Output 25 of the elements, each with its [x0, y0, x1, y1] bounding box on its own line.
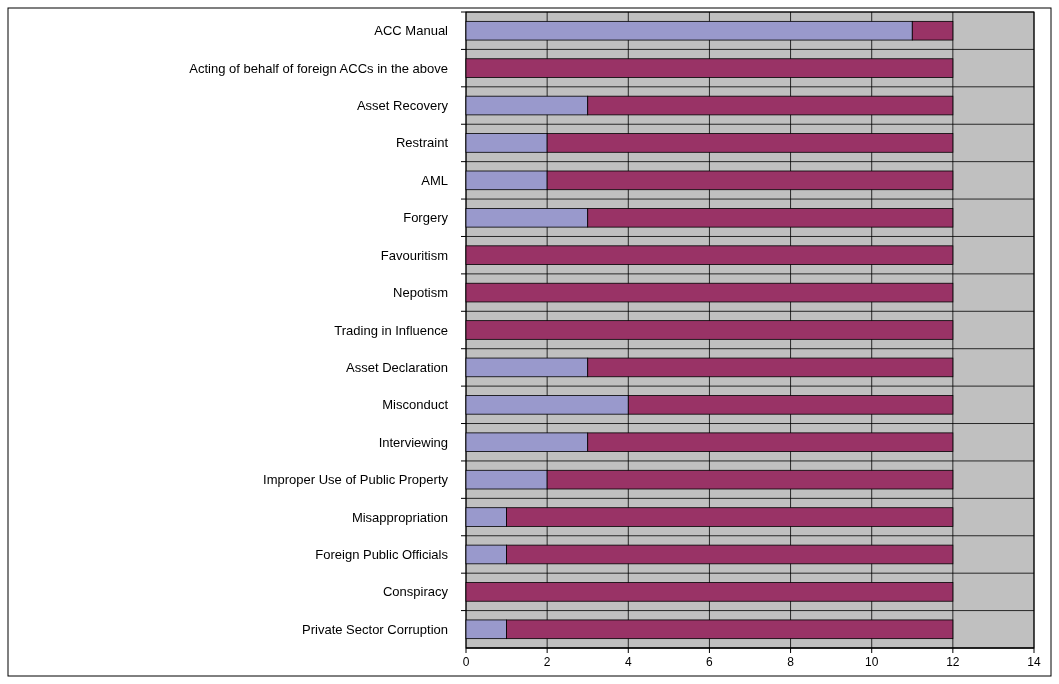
x-tick-label: 12	[946, 655, 960, 669]
y-tick-label: Private Sector Corruption	[302, 621, 448, 637]
y-tick-label: Improper Use of Public Property	[263, 472, 449, 488]
x-tick-label: 6	[706, 655, 714, 669]
y-tick-label: Asset Recovery	[356, 98, 449, 114]
y-tick-label: Misappropriation	[351, 509, 448, 525]
x-tick-label: 0	[462, 655, 470, 669]
y-tick-label: AML	[421, 172, 448, 188]
y-tick-label: Nepotism	[393, 285, 448, 301]
x-tick-label: 10	[865, 655, 879, 669]
y-tick-label: Favouritism	[380, 247, 448, 263]
y-tick-label: Acting of behalf of foreign ACCs in the above	[189, 60, 448, 76]
y-tick-label: Restraint	[395, 135, 449, 151]
y-tick-label: Misconduct	[382, 397, 449, 413]
x-tick-label: 2	[543, 655, 551, 669]
y-tick-label: Asset Declaration	[346, 359, 448, 375]
x-tick-label: 4	[624, 655, 632, 669]
x-tick-label: 14	[1027, 655, 1041, 669]
y-tick-label: Conspiracy	[382, 584, 449, 600]
y-tick-label: Trading in Influence	[334, 322, 448, 338]
x-tick-label: 8	[787, 655, 795, 669]
y-tick-label: Foreign Public Officials	[315, 547, 449, 563]
y-tick-label: ACC Manual	[374, 23, 449, 39]
y-tick-label: Forgery	[403, 210, 449, 226]
y-tick-label: Interviewing	[378, 434, 448, 450]
